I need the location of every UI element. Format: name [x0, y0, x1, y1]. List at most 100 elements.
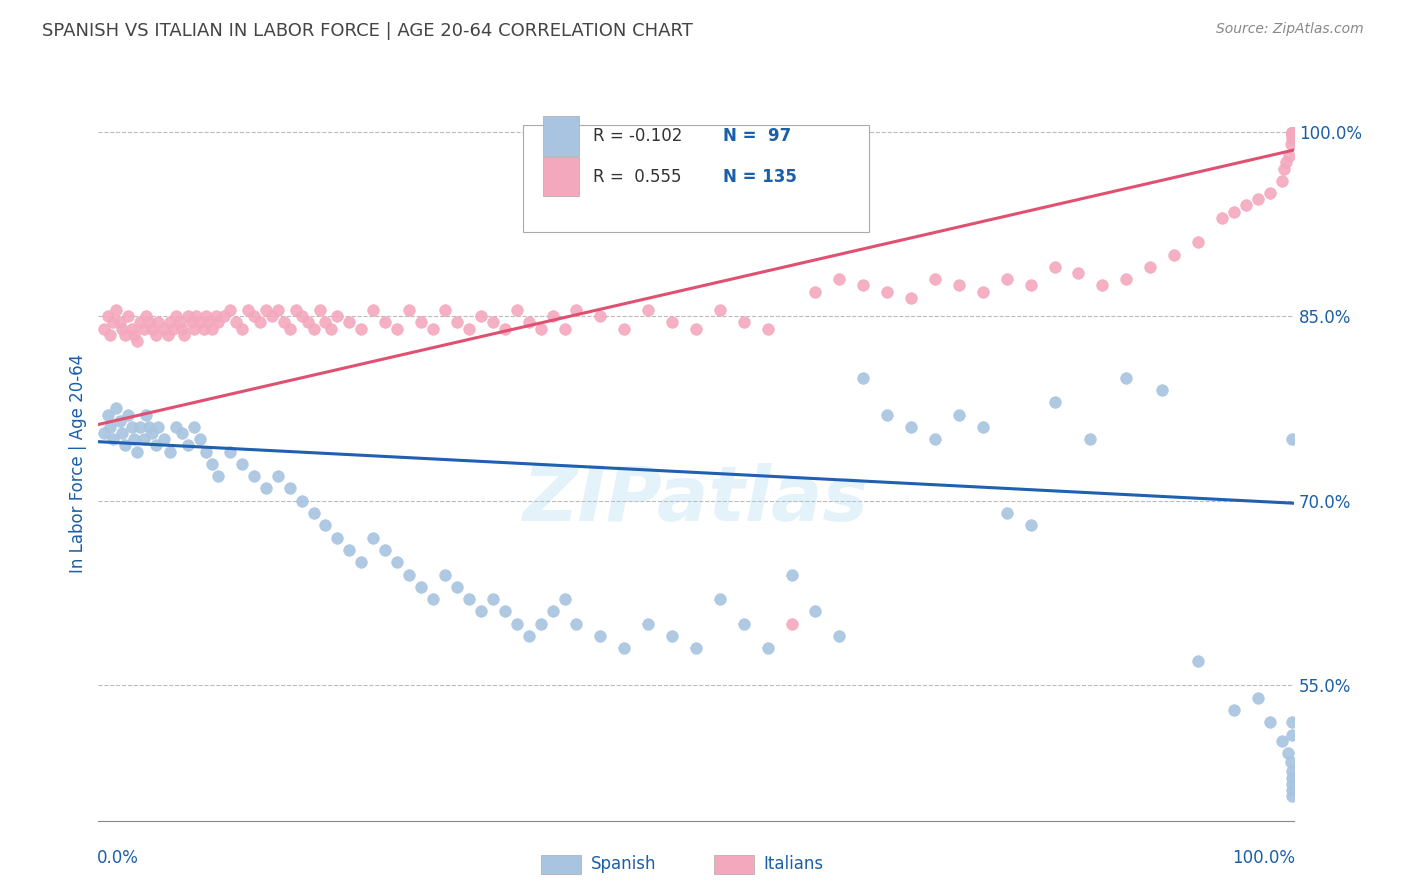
- Point: [98, 327, 122, 342]
- Point: [117, 309, 139, 323]
- Point: [924, 432, 946, 446]
- Point: [411, 315, 433, 329]
- Point: [108, 414, 131, 428]
- Point: [148, 315, 170, 329]
- Point: [565, 303, 588, 318]
- Point: [1281, 126, 1303, 140]
- Point: [1080, 432, 1102, 446]
- Text: SPANISH VS ITALIAN IN LABOR FORCE | AGE 20-64 CORRELATION CHART: SPANISH VS ITALIAN IN LABOR FORCE | AGE …: [42, 22, 693, 40]
- Point: [1246, 192, 1268, 206]
- Point: [685, 641, 707, 656]
- Point: [900, 291, 922, 305]
- Point: [114, 327, 136, 342]
- Point: [141, 321, 163, 335]
- Point: [98, 420, 122, 434]
- Point: [458, 321, 481, 335]
- Point: [114, 438, 136, 452]
- Point: [1277, 746, 1299, 760]
- Point: [374, 315, 396, 329]
- Point: [207, 315, 229, 329]
- Point: [709, 303, 731, 318]
- Point: [733, 616, 755, 631]
- Point: [111, 426, 134, 441]
- Point: [385, 555, 409, 569]
- Point: [733, 315, 755, 329]
- Point: [1281, 715, 1303, 730]
- Point: [201, 457, 224, 471]
- Point: [1279, 136, 1302, 151]
- Point: [411, 580, 433, 594]
- Point: [132, 432, 155, 446]
- Y-axis label: In Labor Force | Age 20-64: In Labor Force | Age 20-64: [69, 354, 87, 574]
- Point: [284, 303, 307, 318]
- Point: [481, 315, 505, 329]
- Point: [876, 285, 898, 299]
- Point: [183, 420, 205, 434]
- Point: [254, 303, 277, 318]
- Point: [948, 278, 970, 293]
- Point: [219, 303, 242, 318]
- Point: [97, 408, 120, 422]
- Point: [291, 309, 314, 323]
- Text: Spanish: Spanish: [591, 855, 657, 873]
- Point: [995, 272, 1018, 286]
- Point: [350, 555, 373, 569]
- Point: [481, 592, 505, 607]
- Point: [433, 303, 456, 318]
- Point: [995, 506, 1018, 520]
- Point: [517, 629, 540, 643]
- Point: [165, 309, 187, 323]
- Point: [108, 315, 131, 329]
- Point: [780, 567, 803, 582]
- Point: [1187, 654, 1209, 668]
- Point: [153, 432, 176, 446]
- Point: [111, 321, 134, 335]
- Point: [613, 321, 636, 335]
- Point: [138, 420, 160, 434]
- Point: [1281, 126, 1303, 140]
- Point: [124, 432, 146, 446]
- Point: [1281, 126, 1303, 140]
- Point: [374, 543, 396, 558]
- Point: [135, 408, 157, 422]
- Point: [1281, 126, 1303, 140]
- Text: R =  0.555: R = 0.555: [593, 168, 682, 186]
- Point: [125, 444, 148, 458]
- Point: [1019, 518, 1042, 533]
- Point: [1281, 126, 1303, 140]
- Point: [291, 493, 314, 508]
- Point: [398, 303, 420, 318]
- Point: [350, 321, 373, 335]
- Point: [1222, 703, 1246, 717]
- Point: [422, 592, 444, 607]
- Text: Italians: Italians: [763, 855, 824, 873]
- Point: [278, 482, 301, 496]
- Point: [93, 321, 115, 335]
- Point: [193, 321, 215, 335]
- Text: N =  97: N = 97: [723, 127, 792, 145]
- Text: N = 135: N = 135: [723, 168, 797, 186]
- Point: [470, 309, 492, 323]
- Point: [101, 315, 124, 329]
- Point: [756, 321, 779, 335]
- Point: [1211, 211, 1233, 225]
- Point: [173, 327, 195, 342]
- Point: [494, 605, 516, 619]
- Point: [1281, 126, 1303, 140]
- Point: [231, 457, 253, 471]
- Point: [339, 543, 360, 558]
- Point: [249, 315, 271, 329]
- Point: [1115, 272, 1137, 286]
- Point: [141, 426, 163, 441]
- Point: [1246, 690, 1268, 705]
- Point: [948, 408, 970, 422]
- Point: [709, 592, 731, 607]
- Point: [197, 315, 219, 329]
- Text: R = -0.102: R = -0.102: [593, 127, 682, 145]
- Point: [212, 309, 235, 323]
- Point: [506, 303, 529, 318]
- Point: [554, 321, 576, 335]
- Point: [1139, 260, 1161, 274]
- Point: [180, 315, 202, 329]
- Point: [1091, 278, 1114, 293]
